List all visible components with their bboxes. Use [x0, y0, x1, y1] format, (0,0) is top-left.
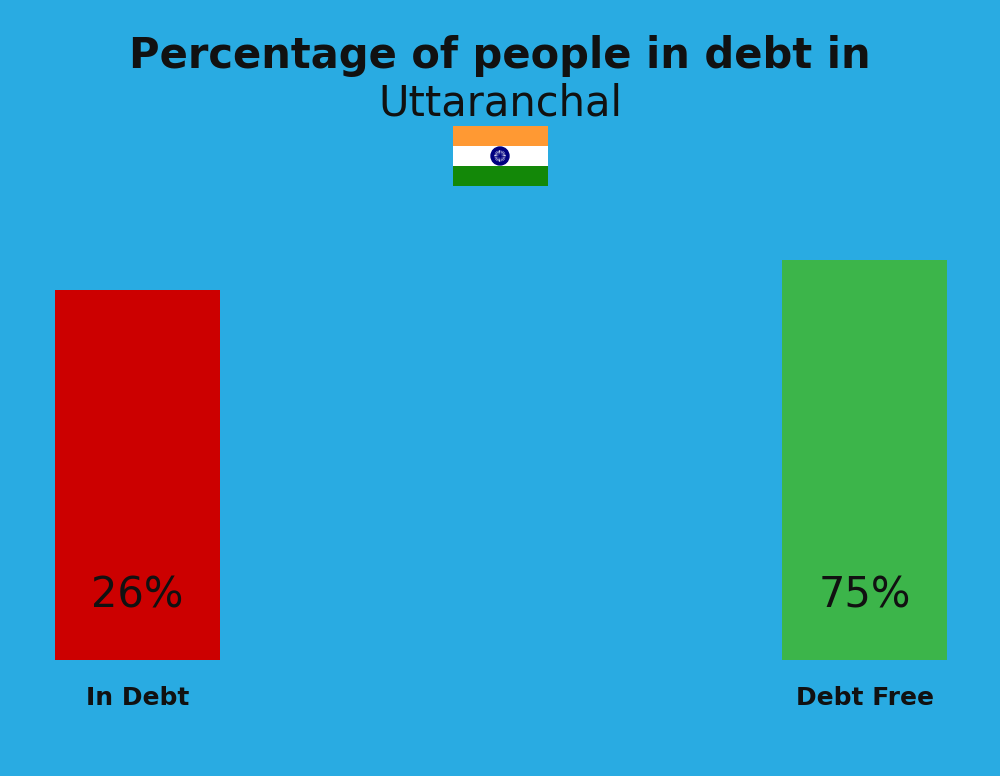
Circle shape: [491, 147, 509, 165]
Circle shape: [495, 151, 505, 161]
Text: Debt Free: Debt Free: [796, 686, 934, 710]
Bar: [452, 146, 548, 166]
Bar: [782, 260, 947, 660]
Text: In Debt: In Debt: [86, 686, 189, 710]
Bar: [452, 126, 548, 146]
Text: Percentage of people in debt in: Percentage of people in debt in: [129, 35, 871, 77]
Text: Uttaranchal: Uttaranchal: [378, 83, 622, 125]
Text: 75%: 75%: [818, 574, 911, 616]
Bar: [452, 166, 548, 186]
Bar: [55, 290, 220, 660]
Text: 26%: 26%: [91, 574, 184, 616]
